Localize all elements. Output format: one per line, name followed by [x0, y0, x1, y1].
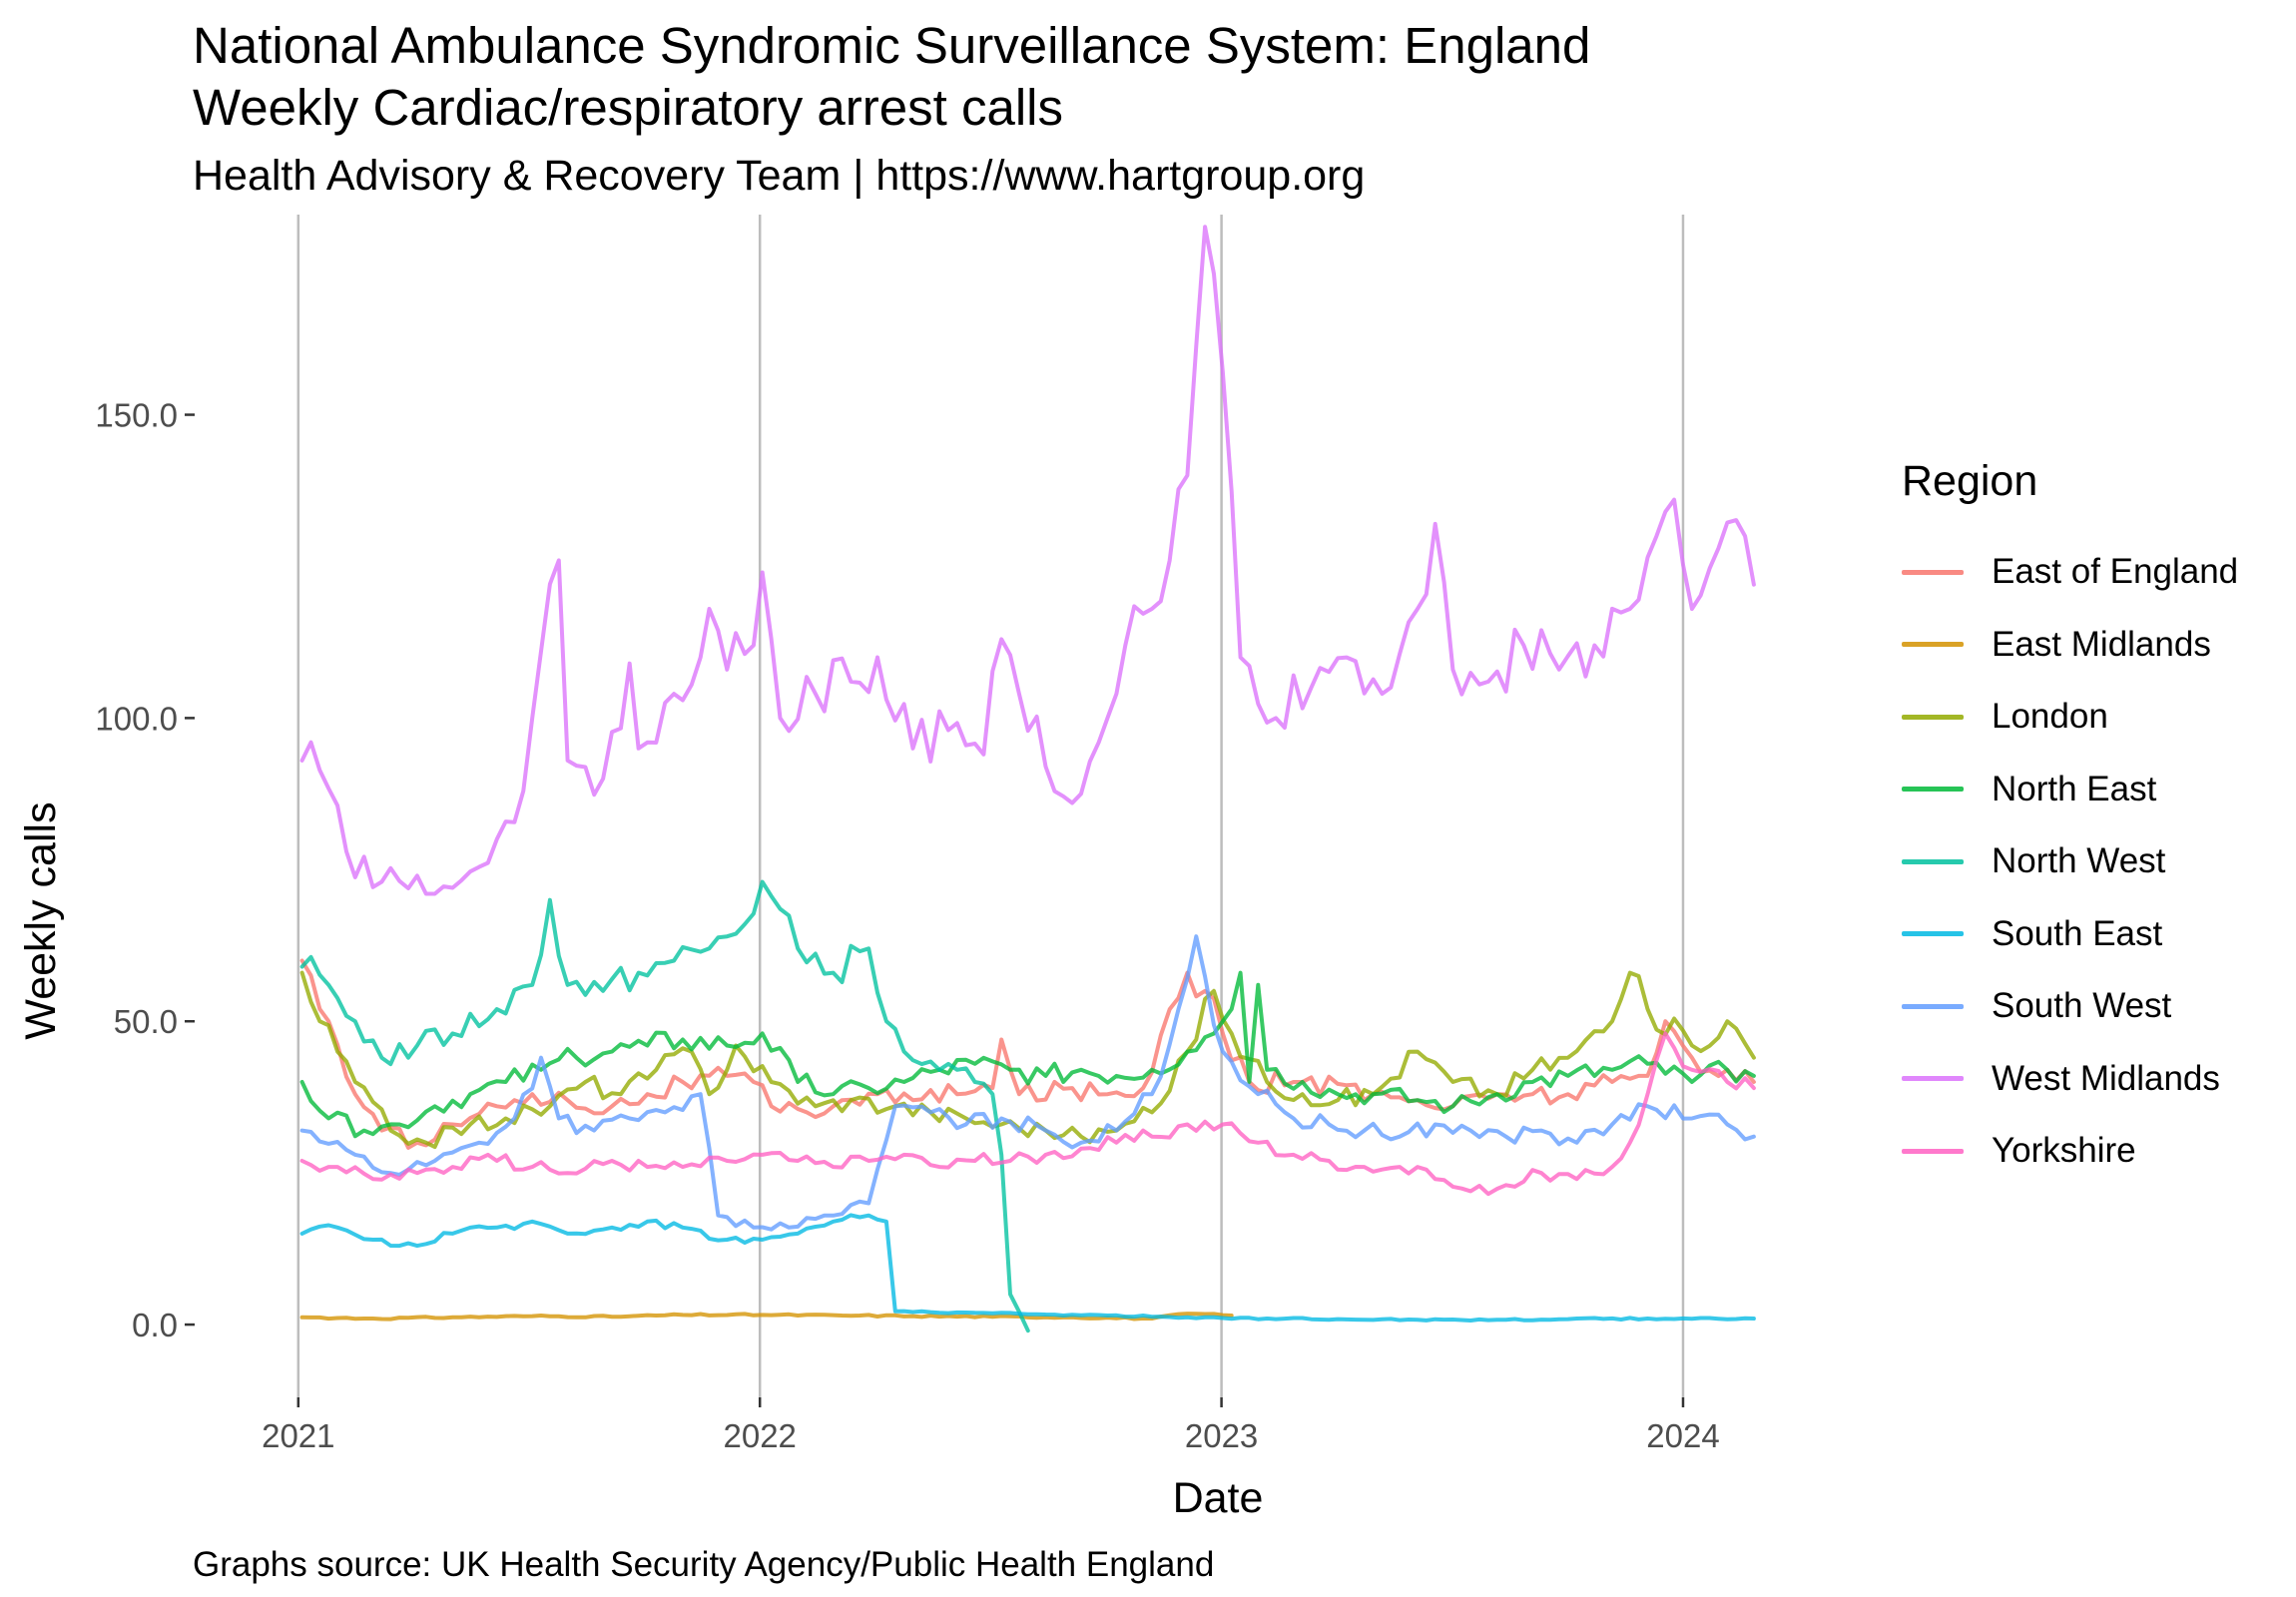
y-tick-label-100.0: 100.0 — [95, 700, 178, 737]
series-line-london — [299, 970, 1756, 1150]
y-tick-label-150.0: 150.0 — [95, 397, 178, 434]
legend-label-south-east: South East — [1992, 913, 2163, 953]
legend-item-north-east: North East — [1902, 754, 2238, 826]
x-tick-label-2022: 2022 — [723, 1417, 796, 1454]
chart-subtitle: Health Advisory & Recovery Team | https:… — [193, 152, 1366, 200]
x-tick-label-2023: 2023 — [1185, 1417, 1258, 1454]
series-line-yorkshire — [299, 1031, 1756, 1197]
series-line-south-west — [299, 934, 1756, 1232]
series-line-south-east — [299, 1213, 1756, 1323]
y-axis-title: Weekly calls — [17, 801, 65, 1039]
y-tick-label-50.0: 50.0 — [114, 1003, 178, 1040]
series-line-east-midlands — [299, 1312, 1234, 1322]
legend-swatch-south-west — [1902, 1003, 1964, 1009]
legend-swatch-north-west — [1902, 858, 1964, 864]
legend-item-north-west: North West — [1902, 825, 2238, 898]
legend-swatch-yorkshire — [1902, 1148, 1964, 1154]
legend-item-south-east: South East — [1902, 898, 2238, 971]
legend-label-west-midlands: West Midlands — [1992, 1058, 2220, 1098]
series-line-west-midlands — [299, 225, 1756, 896]
chart-caption: Graphs source: UK Health Security Agency… — [193, 1545, 1215, 1584]
legend-label-london: London — [1992, 697, 2108, 737]
legend-swatch-east-midlands — [1902, 642, 1964, 648]
legend-item-east-midlands: East Midlands — [1902, 609, 2238, 682]
chart-title-line1: National Ambulance Syndromic Surveillanc… — [193, 17, 1591, 74]
legend-label-east-of-england: East of England — [1992, 552, 2239, 592]
legend-swatch-south-east — [1902, 931, 1964, 937]
legend-swatch-north-east — [1902, 787, 1964, 793]
series-lines — [299, 225, 1756, 1333]
chart-title-line2: Weekly Cardiac/respiratory arrest calls — [193, 79, 1063, 136]
legend-swatch-west-midlands — [1902, 1076, 1964, 1082]
legend-item-south-west: South West — [1902, 970, 2238, 1043]
legend-title: Region — [1902, 457, 2038, 505]
legend-label-east-midlands: East Midlands — [1992, 624, 2211, 664]
legend-label-north-east: North East — [1992, 769, 2157, 808]
legend-item-london: London — [1902, 681, 2238, 754]
x-tick-label-2021: 2021 — [262, 1417, 334, 1454]
legend: Region East of England East Midlands Londo… — [1902, 457, 2238, 1188]
x-tick-label-2024: 2024 — [1646, 1417, 1719, 1454]
legend-item-yorkshire: Yorkshire — [1902, 1115, 2238, 1188]
y-tick-label-0.0: 0.0 — [132, 1307, 178, 1343]
gridlines — [296, 215, 1685, 1397]
legend-swatch-east-of-england — [1902, 569, 1964, 575]
legend-item-west-midlands: West Midlands — [1902, 1043, 2238, 1116]
legend-item-east-of-england: East of England — [1902, 536, 2238, 609]
legend-items: East of England East Midlands London North … — [1902, 536, 2238, 1188]
legend-swatch-london — [1902, 714, 1964, 720]
legend-label-yorkshire: Yorkshire — [1992, 1131, 2136, 1171]
legend-label-north-west: North West — [1992, 841, 2166, 881]
axes: 2021 2022 2023 2024 0.0 50.0 100.0 150.0 Date Wee… — [17, 397, 1720, 1522]
x-axis-title: Date — [1173, 1474, 1264, 1522]
legend-label-south-west: South West — [1992, 986, 2172, 1026]
series-line-north-west — [299, 879, 1030, 1333]
